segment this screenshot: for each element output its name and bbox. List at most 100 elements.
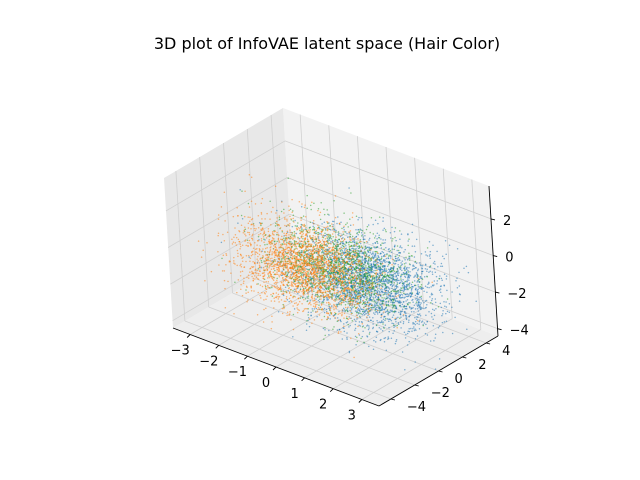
data-point xyxy=(284,255,287,258)
data-point xyxy=(355,276,358,278)
data-point xyxy=(382,300,385,303)
data-point xyxy=(368,262,370,265)
data-point xyxy=(455,279,457,282)
data-point xyxy=(354,310,357,312)
data-point xyxy=(390,257,392,259)
data-point xyxy=(406,268,408,270)
data-point xyxy=(241,257,243,259)
data-point xyxy=(414,316,416,319)
data-point xyxy=(296,307,298,309)
data-point xyxy=(383,308,386,311)
data-point xyxy=(352,240,354,242)
data-point xyxy=(393,326,395,329)
data-point xyxy=(380,299,382,302)
data-point xyxy=(394,293,397,295)
data-point xyxy=(307,269,310,272)
data-point xyxy=(390,337,393,340)
data-point xyxy=(333,253,336,256)
data-point xyxy=(399,259,401,261)
data-point xyxy=(358,254,360,257)
data-point xyxy=(327,213,329,216)
data-point xyxy=(357,325,359,328)
data-point xyxy=(366,249,369,252)
data-point xyxy=(356,291,358,293)
data-point xyxy=(387,337,390,340)
data-point xyxy=(263,281,265,283)
data-point xyxy=(334,240,336,243)
data-point xyxy=(392,314,395,316)
data-point xyxy=(276,233,278,236)
data-point xyxy=(345,240,347,243)
data-point xyxy=(353,241,356,244)
data-point xyxy=(355,279,358,281)
data-point xyxy=(388,254,390,256)
data-point xyxy=(410,293,413,296)
data-point xyxy=(408,252,410,254)
data-point xyxy=(271,285,273,287)
data-point xyxy=(275,222,277,224)
data-point xyxy=(368,327,370,329)
data-point xyxy=(254,229,256,232)
data-point xyxy=(296,252,298,254)
data-point xyxy=(373,237,376,239)
data-point xyxy=(346,272,349,275)
data-point xyxy=(376,299,379,301)
data-point xyxy=(410,290,413,292)
data-point xyxy=(271,260,273,262)
data-point xyxy=(419,264,422,266)
data-point xyxy=(346,336,348,339)
data-point xyxy=(307,317,310,319)
data-point xyxy=(321,248,323,250)
data-point xyxy=(341,244,344,247)
data-point xyxy=(379,262,382,265)
data-point xyxy=(331,268,334,271)
data-point xyxy=(403,306,405,308)
data-point xyxy=(329,228,332,231)
data-point xyxy=(338,258,340,261)
data-point xyxy=(456,277,458,280)
data-point xyxy=(352,301,354,303)
data-point xyxy=(341,240,343,243)
data-point xyxy=(351,258,353,261)
data-point xyxy=(361,294,363,296)
data-point xyxy=(345,268,348,270)
data-point xyxy=(404,285,407,288)
data-point xyxy=(374,285,376,288)
data-point xyxy=(350,245,353,247)
data-point xyxy=(298,243,300,246)
data-point xyxy=(363,288,365,290)
data-point xyxy=(430,293,433,296)
data-point xyxy=(314,293,317,296)
data-point xyxy=(323,282,325,284)
data-point xyxy=(369,231,371,234)
data-point xyxy=(393,297,396,300)
data-point xyxy=(418,296,421,299)
data-point xyxy=(373,280,375,283)
data-point xyxy=(399,265,402,267)
data-point xyxy=(400,327,402,329)
data-point xyxy=(419,307,422,309)
data-point xyxy=(396,259,398,262)
data-point xyxy=(348,350,351,353)
data-point xyxy=(258,250,261,252)
data-point xyxy=(403,266,406,269)
data-point xyxy=(409,292,411,295)
data-point xyxy=(405,273,408,275)
data-point xyxy=(348,298,350,300)
data-point xyxy=(387,300,390,303)
data-point xyxy=(380,316,382,319)
data-point xyxy=(349,301,352,303)
data-point xyxy=(424,251,427,253)
data-point xyxy=(375,269,377,272)
data-point xyxy=(395,339,398,341)
data-point xyxy=(297,268,299,271)
data-point xyxy=(392,301,394,303)
data-point xyxy=(407,288,409,290)
data-point xyxy=(363,232,366,234)
data-point xyxy=(433,267,436,270)
data-point xyxy=(362,280,364,283)
data-point xyxy=(264,292,266,295)
data-point xyxy=(352,285,354,287)
data-point xyxy=(379,294,381,296)
data-point xyxy=(404,275,406,277)
